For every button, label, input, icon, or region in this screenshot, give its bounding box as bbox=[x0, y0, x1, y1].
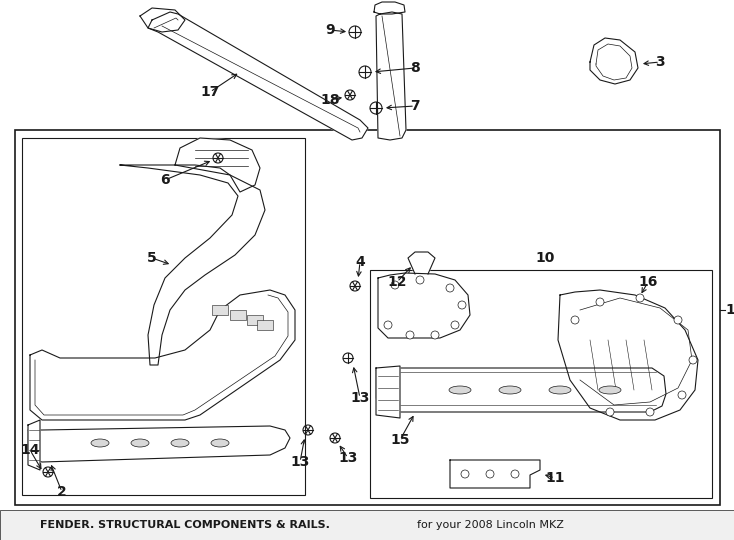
Circle shape bbox=[571, 316, 579, 324]
Text: 10: 10 bbox=[535, 251, 555, 265]
Circle shape bbox=[674, 316, 682, 324]
Text: 12: 12 bbox=[388, 275, 407, 289]
Text: 13: 13 bbox=[291, 455, 310, 469]
Text: 18: 18 bbox=[320, 93, 340, 107]
Polygon shape bbox=[376, 368, 666, 412]
Text: 6: 6 bbox=[160, 173, 170, 187]
Polygon shape bbox=[408, 252, 435, 274]
Ellipse shape bbox=[599, 386, 621, 394]
Bar bbox=[370, 270, 712, 498]
Circle shape bbox=[461, 470, 469, 478]
Polygon shape bbox=[28, 426, 290, 462]
Polygon shape bbox=[30, 290, 295, 420]
Polygon shape bbox=[120, 165, 265, 365]
Polygon shape bbox=[148, 12, 368, 140]
Polygon shape bbox=[374, 2, 405, 14]
Bar bbox=[257, 320, 273, 330]
Polygon shape bbox=[590, 38, 638, 84]
Ellipse shape bbox=[131, 439, 149, 447]
Text: 2: 2 bbox=[57, 485, 67, 499]
Circle shape bbox=[451, 321, 459, 329]
Text: 14: 14 bbox=[21, 443, 40, 457]
Text: 13: 13 bbox=[350, 391, 370, 405]
Circle shape bbox=[406, 331, 414, 339]
Polygon shape bbox=[175, 138, 260, 192]
Text: 16: 16 bbox=[639, 275, 658, 289]
Circle shape bbox=[384, 321, 392, 329]
Circle shape bbox=[416, 276, 424, 284]
Circle shape bbox=[678, 391, 686, 399]
Text: FENDER. STRUCTURAL COMPONENTS & RAILS.: FENDER. STRUCTURAL COMPONENTS & RAILS. bbox=[40, 520, 330, 530]
Polygon shape bbox=[376, 366, 400, 418]
Bar bbox=[22, 138, 305, 495]
Text: 3: 3 bbox=[655, 55, 665, 69]
Circle shape bbox=[446, 284, 454, 292]
Ellipse shape bbox=[211, 439, 229, 447]
Text: 13: 13 bbox=[338, 451, 357, 465]
Text: 17: 17 bbox=[200, 85, 219, 99]
Circle shape bbox=[486, 470, 494, 478]
Text: 4: 4 bbox=[355, 255, 365, 269]
Bar bbox=[230, 310, 246, 320]
Polygon shape bbox=[558, 290, 698, 420]
Text: 5: 5 bbox=[147, 251, 157, 265]
Bar bbox=[15, 130, 720, 505]
Polygon shape bbox=[28, 420, 40, 470]
Circle shape bbox=[391, 281, 399, 289]
Bar bbox=[247, 315, 263, 325]
Ellipse shape bbox=[171, 439, 189, 447]
Bar bbox=[0, 510, 734, 540]
Ellipse shape bbox=[91, 439, 109, 447]
Circle shape bbox=[646, 408, 654, 416]
Text: 11: 11 bbox=[545, 471, 564, 485]
Ellipse shape bbox=[499, 386, 521, 394]
Polygon shape bbox=[376, 12, 406, 140]
Text: 8: 8 bbox=[410, 61, 420, 75]
Circle shape bbox=[511, 470, 519, 478]
Text: 9: 9 bbox=[325, 23, 335, 37]
Text: for your 2008 Lincoln MKZ: for your 2008 Lincoln MKZ bbox=[417, 520, 564, 530]
Ellipse shape bbox=[549, 386, 571, 394]
Circle shape bbox=[458, 301, 466, 309]
Circle shape bbox=[636, 294, 644, 302]
Polygon shape bbox=[450, 460, 540, 488]
Circle shape bbox=[689, 356, 697, 364]
Circle shape bbox=[606, 408, 614, 416]
Ellipse shape bbox=[449, 386, 471, 394]
Polygon shape bbox=[378, 273, 470, 338]
Text: 15: 15 bbox=[390, 433, 410, 447]
Text: 7: 7 bbox=[410, 99, 420, 113]
Circle shape bbox=[431, 331, 439, 339]
Circle shape bbox=[596, 298, 604, 306]
Polygon shape bbox=[140, 8, 185, 32]
Text: 1: 1 bbox=[725, 303, 734, 317]
Bar bbox=[212, 305, 228, 315]
